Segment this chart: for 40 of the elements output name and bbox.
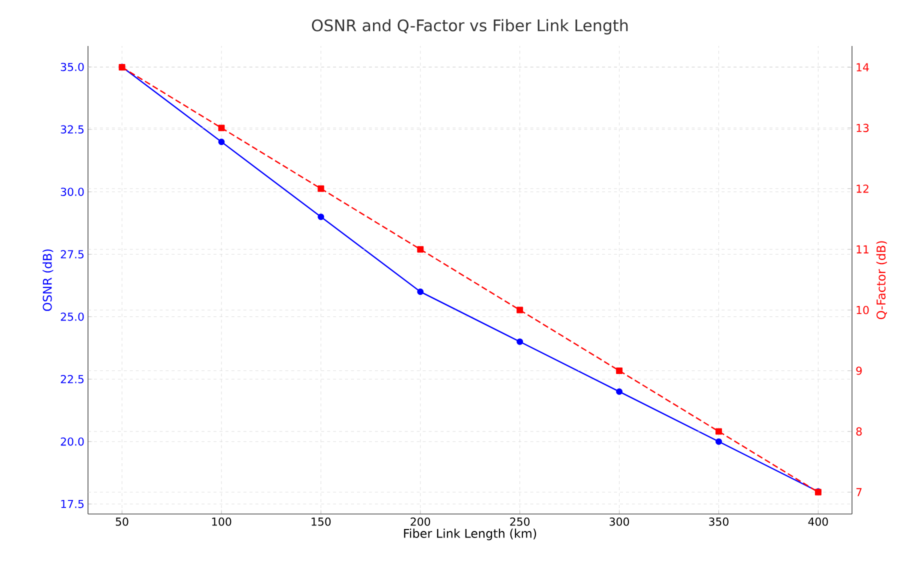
chart-title: OSNR and Q-Factor vs Fiber Link Length — [312, 19, 628, 34]
y2-tick-label: 9 — [856, 366, 862, 375]
y-tick-label: 30.0 — [60, 188, 84, 196]
y2-tick-label: 10 — [856, 306, 869, 314]
point — [516, 306, 524, 314]
y2-tick-label: 14 — [856, 63, 869, 72]
x-tick-label: 400 — [808, 518, 828, 526]
x-tick-label: 200 — [410, 518, 430, 526]
point — [417, 246, 424, 253]
y2-tick-label: 8 — [856, 427, 862, 436]
y-tick-label: 27.5 — [60, 250, 84, 258]
point — [417, 288, 424, 295]
y-tick-label: 20.0 — [60, 437, 84, 446]
point — [318, 185, 324, 192]
y2-tick-label: 12 — [856, 184, 868, 193]
y-tick-label: 32.5 — [60, 125, 84, 134]
y-axis-title: OSNR (dB) — [42, 249, 54, 311]
x-tick-label: 50 — [116, 518, 128, 526]
x-tick-label: 350 — [709, 518, 728, 526]
point — [218, 138, 225, 146]
y-tick-label: 17.5 — [61, 500, 84, 508]
point — [318, 214, 324, 220]
y2-tick-label: 11 — [856, 245, 868, 254]
x-tick-label: 250 — [510, 518, 530, 526]
y-tick-label: 22.5 — [60, 375, 84, 384]
point — [516, 338, 524, 345]
point — [616, 368, 623, 374]
y-tick-label: 35.0 — [60, 62, 84, 72]
y-tick-label: 25.0 — [60, 312, 84, 321]
y2-tick-label: 13 — [856, 124, 869, 132]
x-axis-title: Fiber Link Length (km) — [404, 528, 536, 540]
x-tick-label: 150 — [312, 518, 331, 526]
y2-tick-label: 7 — [856, 488, 862, 496]
point — [716, 438, 722, 445]
x-tick-label: 100 — [212, 518, 232, 526]
point — [218, 124, 225, 132]
point — [716, 428, 722, 435]
x-tick-label: 300 — [610, 518, 629, 526]
point — [616, 388, 623, 395]
y2-axis-title: Q-Factor (dB) — [876, 241, 887, 320]
